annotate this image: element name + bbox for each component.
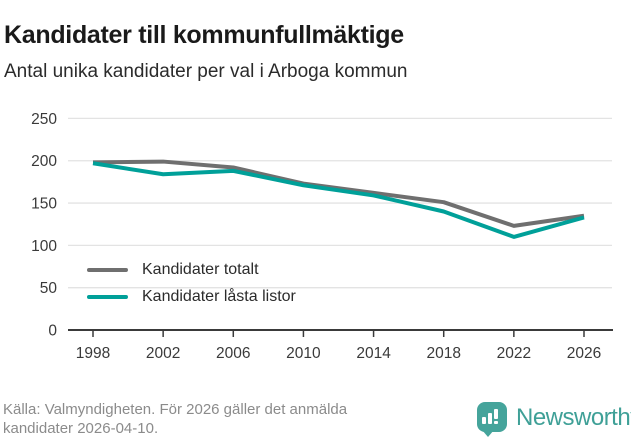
y-tick-label-100: 100 bbox=[31, 238, 57, 255]
y-tick-label-150: 150 bbox=[31, 196, 57, 213]
x-tick-label-2006: 2006 bbox=[216, 345, 250, 362]
x-tick-label-1998: 1998 bbox=[76, 345, 110, 362]
series-line-locked-lists bbox=[92, 161, 585, 239]
y-tick-label-50: 50 bbox=[40, 280, 58, 297]
y-tick-label-200: 200 bbox=[31, 153, 57, 170]
x-tick-label-2014: 2014 bbox=[356, 345, 391, 362]
newsworthy-wordmark: Newsworthy bbox=[516, 404, 631, 431]
line-chart-canvas: 0 50 100 150 200 250 1998 2002 2006 2010 2014 2018 2… bbox=[31, 111, 613, 362]
page-title: Kandidater till kommunfullmäktige bbox=[4, 20, 404, 49]
y-tick-label-0: 0 bbox=[48, 323, 57, 340]
x-tick-label-2022: 2022 bbox=[497, 345, 531, 362]
x-tick-label-2002: 2002 bbox=[146, 345, 180, 362]
x-tick-label-2018: 2018 bbox=[426, 345, 460, 362]
chart-subtitle: Antal unika kandidater per val i Arboga … bbox=[4, 61, 408, 82]
source-note: Källa: Valmyndigheten. För 2026 gäller d… bbox=[3, 401, 348, 437]
bar-chart-icon bbox=[482, 409, 498, 424]
legend-swatch-total bbox=[87, 268, 128, 272]
series-line-total bbox=[92, 159, 585, 228]
newsworthy-logo-icon bbox=[477, 401, 508, 437]
legend-label-locked-lists: Kandidater låsta listor bbox=[142, 288, 296, 305]
legend-item-locked-lists: Kandidater låsta listor bbox=[87, 288, 296, 306]
y-tick-label-250: 250 bbox=[31, 111, 57, 128]
chart-legend: Kandidater totalt Kandidater låsta listo… bbox=[87, 261, 296, 306]
legend-swatch-locked-lists bbox=[87, 295, 128, 299]
x-tick-label-2026: 2026 bbox=[567, 345, 601, 362]
legend-label-total: Kandidater totalt bbox=[142, 261, 259, 278]
newsworthy-branding: Newsworthy bbox=[477, 401, 631, 437]
legend-item-total: Kandidater totalt bbox=[87, 261, 296, 279]
x-tick-label-2010: 2010 bbox=[286, 345, 321, 362]
